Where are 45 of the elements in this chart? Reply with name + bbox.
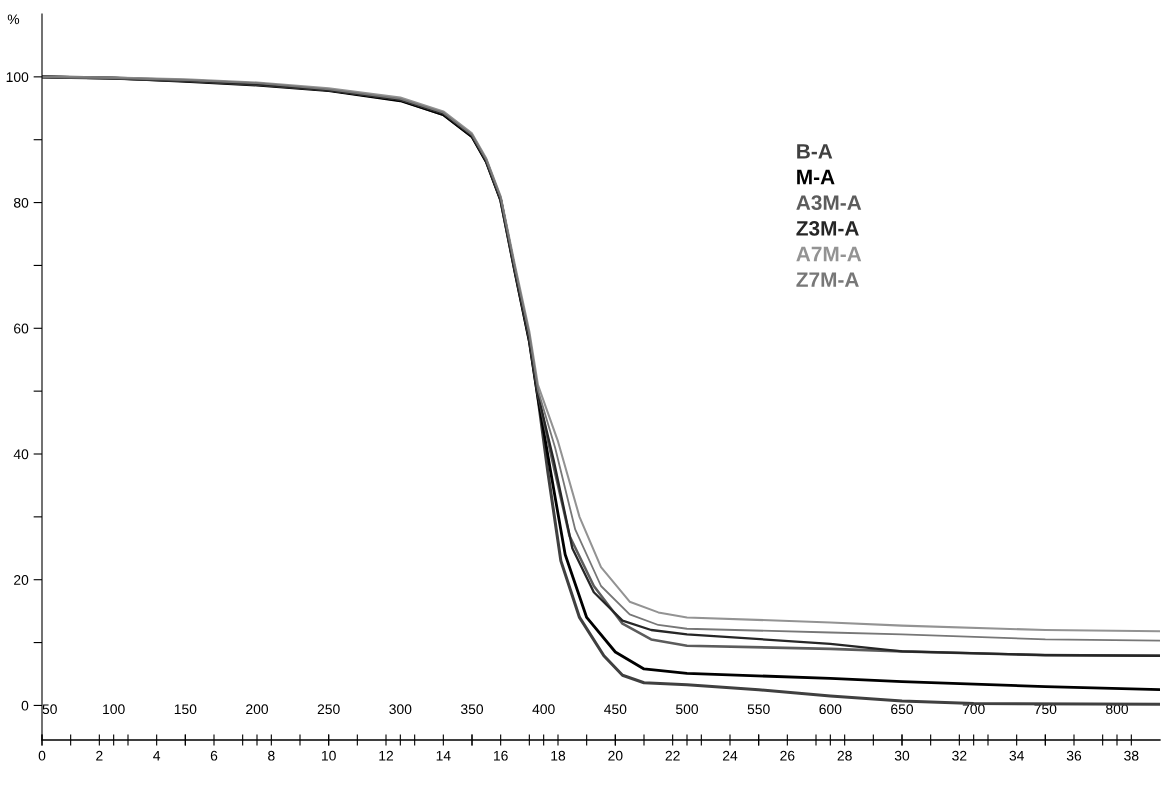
- y-tick-label: 20: [14, 575, 29, 585]
- x2-tick-label: 16: [494, 750, 508, 761]
- x2-tick-label: 32: [952, 750, 967, 761]
- text: M-A: [797, 169, 835, 185]
- x-tick-label: 300: [389, 704, 412, 715]
- text: Z7M-A: [796, 272, 859, 287]
- x2-tick-label: 10: [322, 750, 336, 761]
- x-tick-label: 250: [317, 704, 340, 715]
- x2-tick-label: 0: [38, 750, 46, 761]
- x2-tick-label: 12: [379, 750, 394, 761]
- x2-tick-label: 38: [1124, 750, 1139, 761]
- x-tick-label: 550: [747, 704, 770, 715]
- x2-tick-label: 34: [1009, 750, 1024, 761]
- y-tick-label: 0: [21, 700, 29, 711]
- text: Z3M-A: [796, 220, 859, 236]
- x2-tick-label: 28: [837, 750, 852, 761]
- text: A3M-A: [796, 195, 862, 211]
- x-tick-label: 350: [460, 704, 484, 715]
- y-tick-label: 80: [13, 197, 29, 208]
- text: A7M-A: [796, 246, 862, 262]
- x2-tick-label: 14: [436, 750, 451, 761]
- y-tick-label: 100: [6, 72, 29, 83]
- x-tick-label: 600: [819, 704, 842, 715]
- x2-tick-label: 30: [894, 750, 910, 761]
- x2-tick-label: 2: [96, 750, 103, 761]
- x-tick-label: 400: [532, 704, 555, 715]
- x-tick-label: 200: [246, 704, 269, 715]
- x2-tick-label: 18: [551, 750, 566, 761]
- x2-tick-label: 26: [780, 750, 795, 761]
- x2-tick-label: 6: [210, 750, 218, 761]
- x2-tick-label: 22: [665, 750, 680, 761]
- text: B-A: [797, 144, 833, 159]
- y-tick-label: 40: [13, 449, 29, 460]
- x2-tick-label: 20: [608, 750, 623, 761]
- y-axis-title: %: [7, 14, 20, 25]
- x-tick-label: 500: [675, 704, 699, 715]
- x-tick-label: 650: [891, 704, 914, 715]
- x2-tick-label: 8: [268, 750, 275, 761]
- x2-tick-label: 24: [722, 750, 738, 761]
- x-tick-label: 100: [103, 704, 125, 715]
- x-tick-label: 150: [174, 704, 197, 715]
- x-tick-label: 450: [604, 704, 627, 715]
- y-tick-label: 60: [14, 323, 29, 334]
- x2-tick-label: 4: [153, 750, 161, 761]
- x2-tick-label: 36: [1066, 750, 1082, 761]
